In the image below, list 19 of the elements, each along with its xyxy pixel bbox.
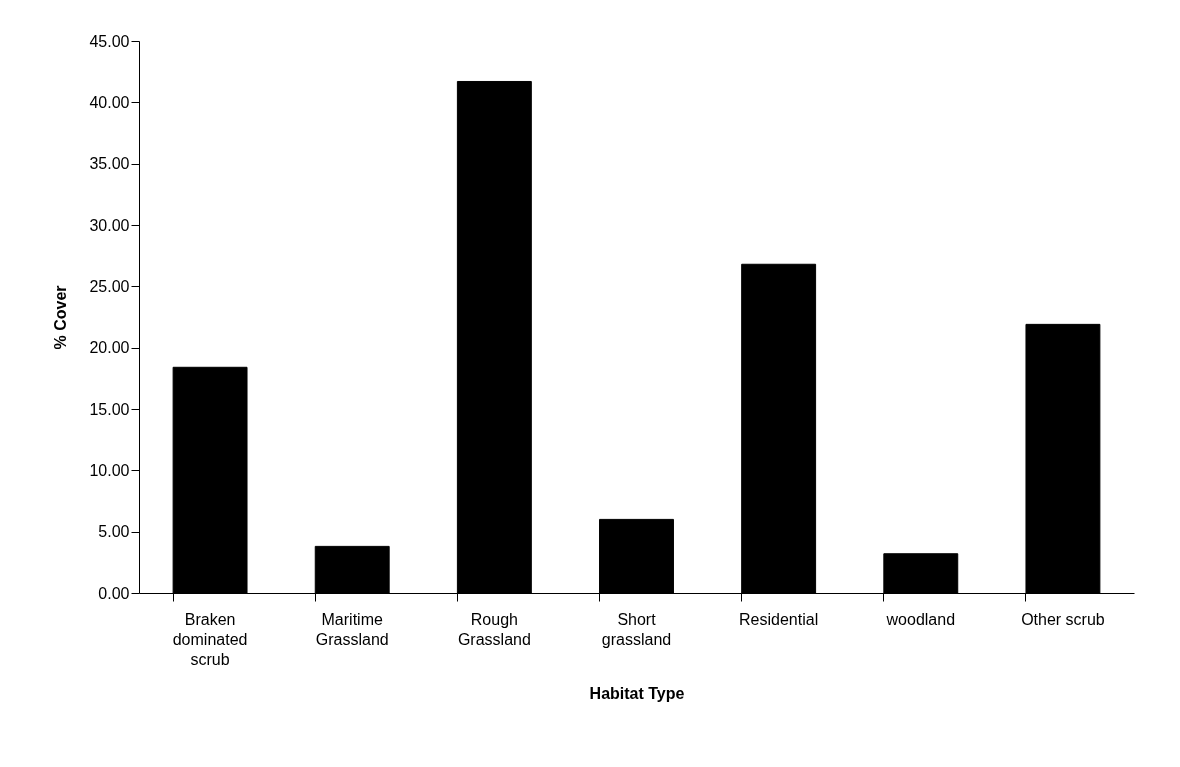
y-tick-label: 5.00 [98,523,130,541]
y-tick-label: 25.00 [89,277,130,295]
y-tick-label: 30.00 [89,216,130,234]
x-tick-label: Residential [739,610,819,628]
y-axis-title: % Cover [52,285,70,350]
x-tick-label: woodland [885,610,956,628]
y-tick-label: 15.00 [89,400,130,418]
x-tick-label: Maritime Grassland [315,610,389,648]
y-tick-label: 45.00 [89,32,130,50]
x-tick-label: Rough Grassland [457,610,531,648]
y-tick-label: 20.00 [89,339,130,357]
y-tick-label: 0.00 [98,584,130,602]
x-axis-title: Habitat Type [589,684,685,702]
x-tick-label: Other scrub [1021,610,1105,628]
y-tick-label: 10.00 [89,461,130,479]
x-tick-label: Short grassland [601,610,672,648]
x-tick-label: Braken dominated scrub [172,610,248,668]
y-tick-label: 40.00 [89,93,130,111]
y-tick-label: 35.00 [89,155,130,173]
